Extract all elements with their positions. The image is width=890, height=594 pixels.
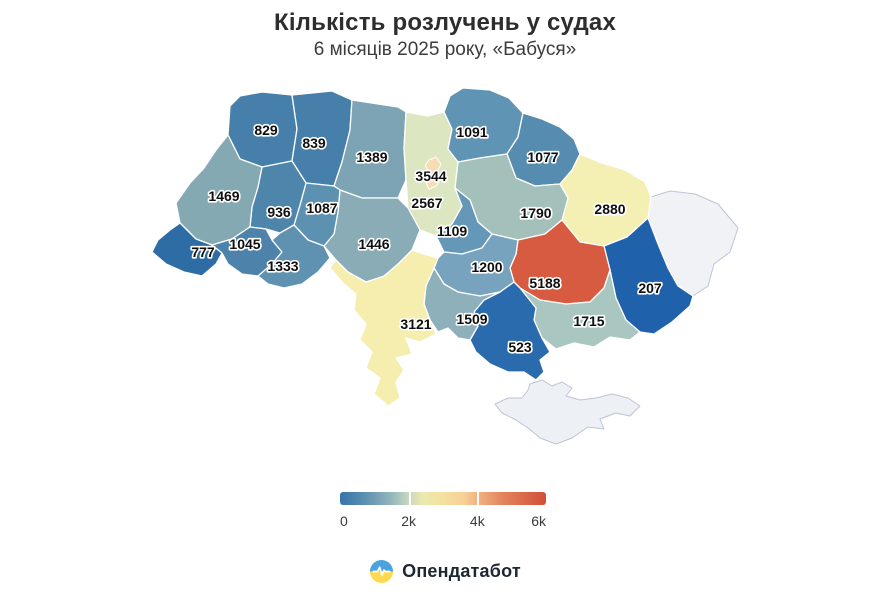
- region-value-ternopil: 936: [267, 204, 291, 220]
- region-value-mykolaiv: 1509: [456, 311, 487, 327]
- region-value-cherkasy: 1109: [437, 223, 468, 239]
- region-value-kirovohrad: 1200: [471, 259, 502, 275]
- region-value-zakarpattia: 777: [191, 244, 215, 260]
- brand-footer[interactable]: Опендатабот: [0, 559, 890, 584]
- region-value-zhytomyr: 1389: [356, 149, 387, 165]
- page-title: Кількість розлучень у судах: [273, 9, 617, 36]
- region-value-vinnytsia: 1446: [358, 236, 389, 252]
- region-value-rivne: 839: [302, 135, 326, 151]
- region-value-ivano-frankivsk: 1045: [229, 236, 260, 252]
- region-value-kyiv-oblast: 2567: [411, 195, 442, 211]
- legend-tick-4k: 4k: [469, 513, 485, 529]
- region-odesa[interactable]: [329, 249, 439, 407]
- region-value-sumy: 1077: [527, 149, 558, 165]
- region-value-khmelnytskyi: 1087: [306, 200, 337, 216]
- legend-gradient-bar: [340, 492, 546, 505]
- color-scale-legend: 0 2k 4k 6k: [340, 492, 546, 531]
- region-ivano-frankivsk[interactable]: [211, 226, 283, 277]
- page-subtitle: 6 місяців 2025 року, «Бабуся»: [313, 39, 577, 60]
- region-value-lviv: 1469: [208, 188, 239, 204]
- region-value-chernihiv: 1091: [456, 124, 487, 140]
- legend-tick-2k: 2k: [401, 513, 417, 529]
- brand-name[interactable]: Опендатабот: [402, 561, 521, 581]
- logo-flag-blue-half: [370, 559, 394, 572]
- region-zakarpattia[interactable]: [151, 222, 223, 277]
- region-value-zaporizhzhia: 1715: [573, 313, 604, 329]
- region-value-donetsk: 207: [638, 280, 662, 296]
- region-value-kherson: 523: [508, 339, 532, 355]
- opendatabot-logo-icon: [370, 559, 394, 584]
- region-value-poltava: 1790: [520, 205, 551, 221]
- legend-separator-4k: [477, 492, 480, 505]
- header: Кількість розлучень у судах 6 місяців 20…: [0, 0, 890, 61]
- legend-tick-6k: 6k: [531, 513, 546, 529]
- region-value-kharkiv: 2880: [594, 201, 625, 217]
- region-value-kyiv-city: 3544: [415, 168, 446, 184]
- region-chernivtsi[interactable]: [257, 224, 331, 289]
- region-value-dnipro: 5188: [529, 275, 560, 291]
- legend-separator-2k: [408, 492, 411, 505]
- logo-pulse-line: [372, 566, 391, 576]
- region-crimea[interactable]: [494, 379, 641, 445]
- region-kyiv-city[interactable]: [424, 156, 442, 190]
- map-value-labels: 829 839 1389 2567 3544 1091 1077 2880 20…: [190, 120, 664, 356]
- logo-flag-yellow-half: [370, 571, 394, 584]
- region-value-chernivtsi: 1333: [267, 258, 298, 274]
- region-value-volyn: 829: [254, 122, 278, 138]
- legend-ticks: 0 2k 4k 6k: [340, 513, 546, 531]
- region-value-odesa: 3121: [400, 316, 431, 332]
- map-regions: [151, 87, 739, 445]
- legend-tick-0: 0: [340, 513, 348, 529]
